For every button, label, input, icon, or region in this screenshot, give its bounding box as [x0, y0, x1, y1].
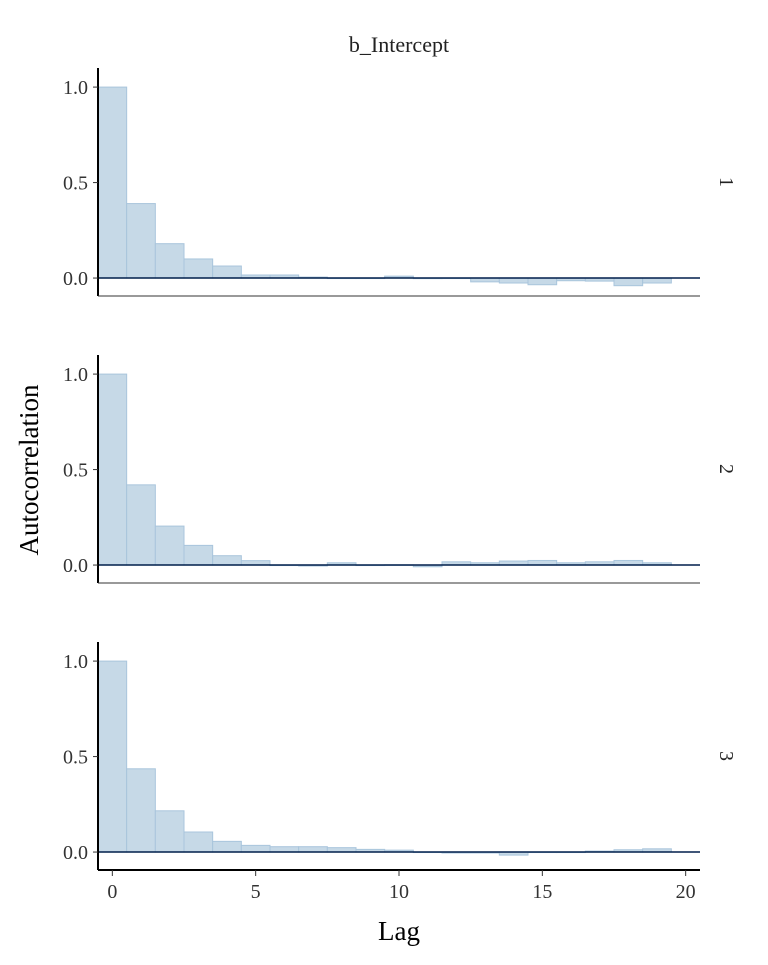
y-tick-label: 1.0 [63, 651, 88, 673]
x-tick-label: 20 [676, 881, 696, 903]
facet-strip-label: 1 [715, 177, 737, 187]
x-tick-label: 0 [107, 881, 117, 903]
acf-bar [154, 810, 185, 853]
acf-bar [126, 203, 156, 279]
y-tick-label: 0.0 [63, 842, 88, 864]
y-tick-label: 0.5 [63, 460, 88, 482]
acf-bar [126, 768, 156, 853]
acf-bar [154, 243, 185, 279]
y-tick-label: 0.5 [63, 173, 88, 195]
acf-bar [183, 258, 214, 279]
acf-bar [212, 840, 242, 853]
acf-bar [97, 373, 128, 566]
panel-1: 0.0 0.5 1.0 1 [63, 68, 737, 297]
acf-bar [212, 265, 242, 279]
acf-bar [183, 544, 214, 566]
acf-bar [97, 86, 128, 279]
acf-bar [183, 831, 214, 853]
y-axis-label: Autocorrelation [14, 384, 44, 555]
y-tick-label: 1.0 [63, 77, 88, 99]
acf-bar [154, 525, 185, 566]
acf-bar [613, 277, 644, 287]
y-tick-label: 0.0 [63, 555, 88, 577]
y-tick-label: 0.5 [63, 747, 88, 769]
y-tick-label: 0.0 [63, 268, 88, 290]
x-tick-label: 5 [251, 881, 261, 903]
x-axis-label: Lag [378, 916, 420, 946]
acf-bar [527, 277, 558, 286]
x-tick-label: 10 [389, 881, 409, 903]
facet-strip-label: 3 [715, 751, 737, 761]
acf-bar [298, 846, 328, 853]
acf-bar [212, 555, 242, 566]
chart-title: b_Intercept [349, 32, 449, 57]
panel-3: 0.0 0.5 1.0 3 0 5 10 15 20 [63, 642, 737, 903]
y-tick-label: 1.0 [63, 364, 88, 386]
facet-strip-label: 2 [715, 464, 737, 474]
x-tick-label: 15 [532, 881, 552, 903]
acf-bar [240, 844, 271, 853]
acf-bar [269, 846, 300, 853]
panel-2: 0.0 0.5 1.0 2 [63, 355, 737, 584]
acf-bar [97, 660, 128, 853]
acf-bar [126, 484, 156, 566]
